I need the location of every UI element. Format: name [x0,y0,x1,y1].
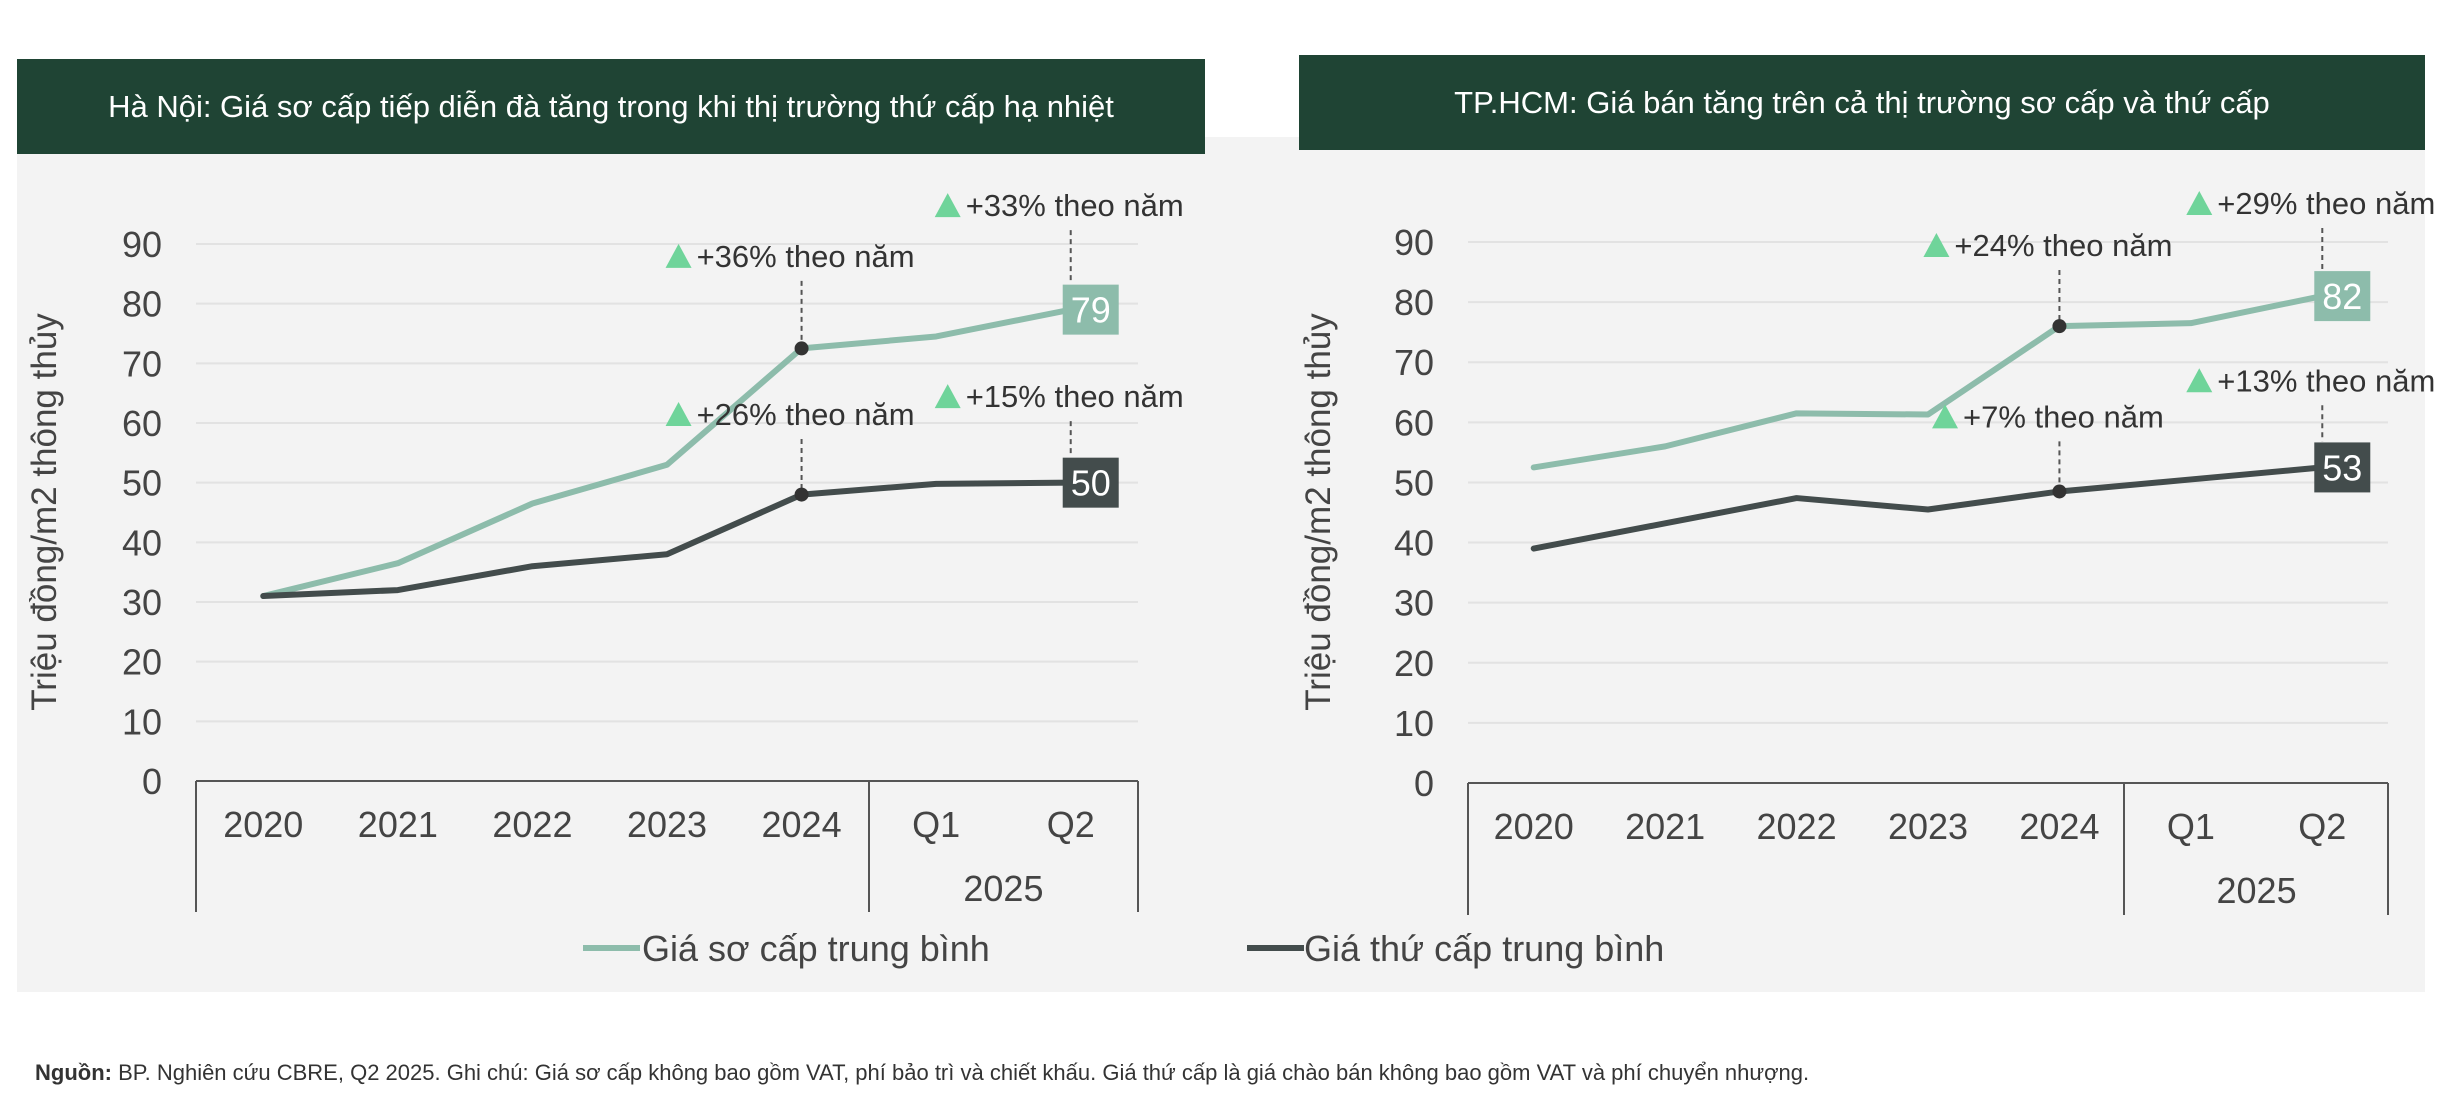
annotation-label: +36% theo năm [697,239,915,274]
y-tick-label: 30 [1394,583,1434,624]
x-tick-label: 2023 [1888,806,1968,847]
end-value-box [1062,457,1119,508]
x-group-label: 2025 [963,868,1043,909]
annotation-label: +7% theo năm [1963,399,2164,434]
end-value-label: 50 [1071,463,1111,504]
increase-arrow-icon [2186,368,2213,393]
y-axis-label: Triệu đồng/m2 thông thủy [25,313,64,711]
annotation-label: +26% theo năm [697,397,915,432]
legend-label-secondary: Giá thứ cấp trung bình [1304,928,1664,969]
x-group-label: 2025 [2217,870,2297,911]
legend: Giá sơ cấp trung bình Giá thứ cấp trung … [583,928,1664,969]
y-tick-label: 50 [1394,462,1434,503]
x-tick-label: Q2 [2298,806,2346,847]
chart-title-hcmc: TP.HCM: Giá bán tăng trên cả thị trường … [1299,55,2425,150]
annotation-marker [2052,319,2067,334]
y-tick-label: 10 [122,701,162,742]
increase-arrow-icon [1923,233,1950,258]
x-tick-label: Q2 [1047,804,1095,845]
end-value-box [1062,284,1119,335]
x-tick-label: 2023 [627,804,707,845]
chart-title-hanoi: Hà Nội: Giá sơ cấp tiếp diễn đà tăng tro… [17,59,1205,154]
y-tick-label: 60 [122,403,162,444]
x-tick-label: Q1 [2167,806,2215,847]
y-tick-label: 20 [1394,643,1434,684]
y-tick-label: 80 [1394,282,1434,323]
source-note: Nguồn: BP. Nghiên cứu CBRE, Q2 2025. Ghi… [35,1060,1809,1086]
y-tick-label: 10 [1394,703,1434,744]
series-line-primary [260,306,1074,600]
legend-label-primary: Giá sơ cấp trung bình [642,928,990,969]
y-tick-label: 40 [122,522,162,563]
increase-arrow-icon [665,243,692,268]
x-tick-label: 2024 [762,804,842,845]
y-tick-label: 80 [122,284,162,325]
x-tick-label: 2022 [492,804,572,845]
x-tick-label: 2020 [223,804,303,845]
y-tick-label: 90 [1394,222,1434,263]
chart-hcmc: 0 10 20 30 40 50 60 70 80 90 Triệu đồng/m2 thông t… [1299,186,2435,915]
y-tick-label: 70 [1394,342,1434,383]
annotation-label: +29% theo năm [2217,186,2435,221]
source-text: BP. Nghiên cứu CBRE, Q2 2025. Ghi chú: G… [118,1060,1810,1085]
series-line-secondary [260,479,1074,600]
annotation-label: +24% theo năm [1954,228,2172,263]
y-axis-label: Triệu đồng/m2 thông thủy [1299,313,1338,711]
x-tick-label: 2020 [1494,806,1574,847]
end-value-label: 79 [1071,290,1111,331]
y-tick-label: 50 [122,463,162,504]
annotation-marker [2052,484,2067,499]
increase-arrow-icon [934,384,961,409]
x-tick-label: Q1 [912,804,960,845]
annotation-marker [794,341,809,356]
chart-hanoi: 0 10 20 30 40 50 60 70 80 90 Triệu đồng/m2 thông t… [25,188,1184,912]
increase-arrow-icon [665,401,692,426]
y-tick-label: 0 [1414,763,1434,804]
y-tick-label: 30 [122,582,162,623]
end-value-label: 82 [2322,276,2362,317]
source-label: Nguồn: [35,1060,112,1085]
y-tick-label: 40 [1394,523,1434,564]
annotation-label: +15% theo năm [966,379,1184,414]
y-tick-label: 70 [122,343,162,384]
end-value-box [2314,442,2371,493]
increase-arrow-icon [2186,190,2213,215]
annotation-label: +13% theo năm [2217,363,2435,398]
x-tick-label: 2022 [1757,806,1837,847]
y-tick-label: 0 [142,761,162,802]
increase-arrow-icon [934,193,961,218]
series-line-secondary [1530,464,2326,552]
end-value-box [2314,271,2371,322]
annotation-label: +33% theo năm [966,188,1184,223]
annotation-marker [794,487,809,502]
y-tick-label: 20 [122,642,162,683]
series-line-primary [1530,293,2326,471]
end-value-label: 53 [2322,447,2362,488]
x-tick-label: 2021 [1625,806,1705,847]
y-tick-label: 60 [1394,402,1434,443]
x-tick-label: 2021 [358,804,438,845]
x-tick-label: 2024 [2019,806,2099,847]
y-tick-label: 90 [122,224,162,265]
chart-panel-background [17,137,2425,992]
increase-arrow-icon [1932,404,1959,429]
